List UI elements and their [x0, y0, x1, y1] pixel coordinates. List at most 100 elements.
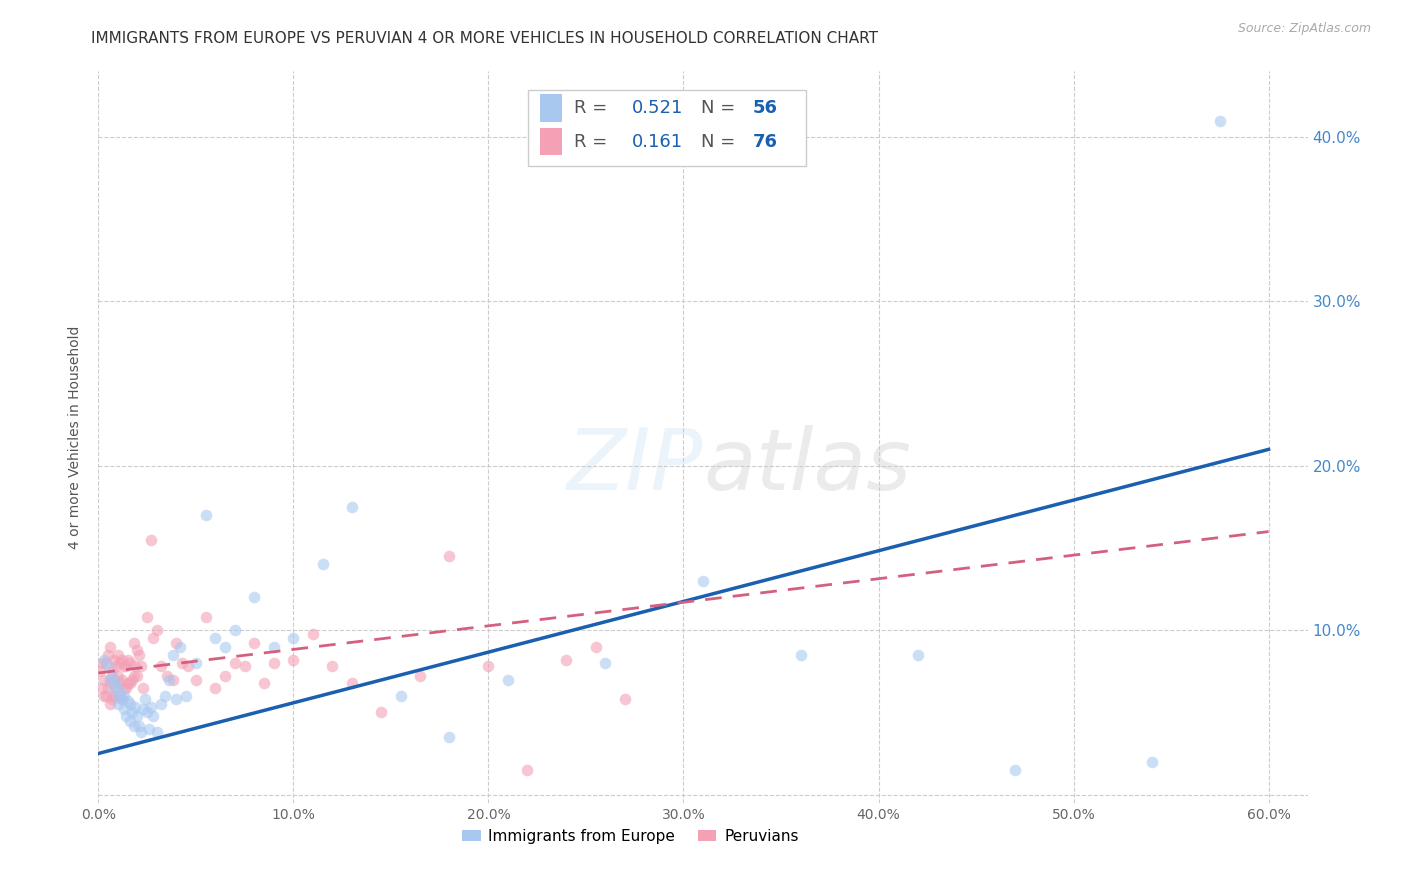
Point	[789, 648, 811, 662]
Point	[127, 643, 149, 657]
Point	[114, 681, 136, 695]
Point	[204, 632, 226, 646]
Point	[177, 659, 200, 673]
Point	[302, 626, 325, 640]
Point	[131, 725, 153, 739]
Point	[101, 675, 124, 690]
Point	[108, 656, 131, 670]
Point	[184, 673, 207, 687]
Point	[194, 610, 217, 624]
Point	[124, 700, 146, 714]
Point	[97, 659, 120, 673]
Point	[172, 656, 194, 670]
Point	[97, 681, 120, 695]
Point	[96, 689, 118, 703]
Bar	[540, 94, 561, 122]
Point	[121, 673, 143, 687]
Text: 76: 76	[752, 133, 778, 151]
Point	[194, 508, 217, 523]
Point	[439, 730, 461, 744]
Point	[409, 669, 432, 683]
Text: atlas: atlas	[703, 425, 911, 508]
Point	[114, 659, 136, 673]
Text: Source: ZipAtlas.com: Source: ZipAtlas.com	[1237, 22, 1371, 36]
Point	[1004, 763, 1026, 777]
Point	[132, 681, 155, 695]
Point	[118, 675, 141, 690]
Point	[112, 702, 135, 716]
Point	[1209, 113, 1232, 128]
Point	[118, 697, 141, 711]
Point	[214, 669, 236, 683]
Point	[104, 675, 127, 690]
Point	[107, 697, 129, 711]
Point	[122, 669, 145, 683]
Point	[107, 669, 129, 683]
Point	[139, 700, 162, 714]
Point	[477, 659, 499, 673]
Point	[184, 656, 207, 670]
Point	[98, 673, 121, 687]
Point	[139, 533, 162, 547]
Point	[107, 689, 129, 703]
Point	[321, 659, 343, 673]
Point	[118, 714, 141, 728]
Point	[153, 689, 176, 703]
Point	[142, 632, 165, 646]
Point	[103, 681, 125, 695]
Point	[117, 694, 139, 708]
Point	[127, 669, 149, 683]
Text: ZIP: ZIP	[567, 425, 703, 508]
Point	[131, 659, 153, 673]
Point	[107, 689, 129, 703]
Point	[157, 673, 180, 687]
Point	[93, 689, 115, 703]
Point	[134, 692, 156, 706]
Point	[132, 702, 155, 716]
Point	[114, 708, 136, 723]
Point	[312, 558, 335, 572]
Point	[104, 659, 127, 673]
Point	[96, 656, 118, 670]
Point	[439, 549, 461, 564]
Point	[389, 689, 412, 703]
Point	[162, 673, 184, 687]
Point	[243, 636, 266, 650]
Point	[233, 659, 256, 673]
Point	[585, 640, 607, 654]
Point	[124, 659, 146, 673]
Point	[146, 624, 169, 638]
Point	[555, 653, 578, 667]
Point	[283, 632, 305, 646]
Point	[97, 648, 120, 662]
Text: 0.161: 0.161	[631, 133, 683, 151]
Point	[98, 640, 121, 654]
Point	[253, 675, 276, 690]
Point	[112, 681, 135, 695]
Point	[117, 675, 139, 690]
Point	[98, 673, 121, 687]
Text: R =: R =	[574, 99, 613, 117]
Point	[165, 636, 187, 650]
Point	[91, 681, 114, 695]
Point	[98, 697, 121, 711]
Point	[169, 640, 191, 654]
Point	[121, 706, 143, 720]
Point	[91, 656, 114, 670]
Legend: Immigrants from Europe, Peruvians: Immigrants from Europe, Peruvians	[456, 822, 804, 850]
Point	[138, 722, 160, 736]
Point	[104, 681, 127, 695]
Point	[162, 648, 184, 662]
Text: 56: 56	[752, 99, 778, 117]
Point	[122, 636, 145, 650]
Point	[136, 706, 159, 720]
Point	[283, 653, 305, 667]
Bar	[540, 128, 561, 155]
Point	[907, 648, 929, 662]
Point	[149, 659, 172, 673]
FancyBboxPatch shape	[527, 90, 806, 167]
Point	[243, 591, 266, 605]
Y-axis label: 4 or more Vehicles in Household: 4 or more Vehicles in Household	[69, 326, 83, 549]
Text: N =: N =	[700, 99, 741, 117]
Text: IMMIGRANTS FROM EUROPE VS PERUVIAN 4 OR MORE VEHICLES IN HOUSEHOLD CORRELATION C: IMMIGRANTS FROM EUROPE VS PERUVIAN 4 OR …	[91, 31, 879, 46]
